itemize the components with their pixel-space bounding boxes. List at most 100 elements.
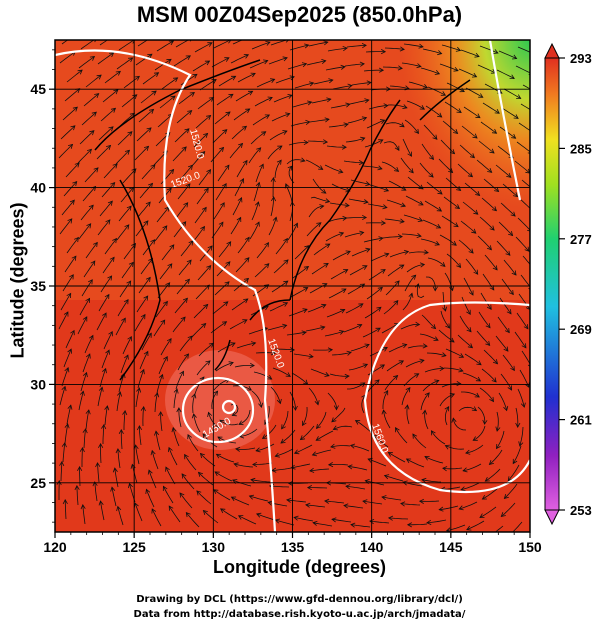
streamline-arrowhead (61, 385, 67, 392)
streamline (271, 467, 292, 471)
streamline-arrowhead (369, 519, 375, 525)
chart-title: MSM 00Z04Sep2025 (850.0hPa) (136, 2, 463, 27)
streamline (497, 316, 510, 333)
streamline-arrowhead (504, 327, 510, 334)
streamline (482, 487, 499, 500)
streamline-arrowhead (181, 473, 187, 479)
streamline (185, 512, 200, 528)
streamline-arrowhead (80, 504, 86, 510)
streamline-arrowhead (453, 66, 459, 72)
streamline-arrowhead (146, 127, 152, 133)
streamline-arrowhead (486, 304, 492, 311)
streamline (420, 392, 430, 411)
streamline-arrowhead (218, 221, 224, 227)
streamline-arrowhead (357, 324, 363, 329)
streamline-arrowhead (474, 52, 480, 58)
streamline (364, 139, 383, 148)
streamline (198, 342, 214, 357)
streamline-arrowhead (270, 350, 277, 356)
streamline (443, 367, 464, 372)
streamline (231, 298, 249, 311)
streamline-arrowhead (495, 426, 501, 432)
streamline-arrowhead (468, 248, 474, 254)
streamline (65, 162, 80, 178)
streamline-arrowhead (494, 109, 500, 114)
streamline (496, 430, 505, 449)
streamline (116, 57, 133, 70)
credit-data: Data from http://database.rish.kyoto-u.a… (133, 609, 466, 620)
streamline (289, 391, 296, 411)
streamline (445, 348, 464, 358)
streamline-arrowhead (516, 94, 522, 99)
streamline-arrowhead (117, 391, 122, 397)
streamline-arrowhead (287, 94, 293, 99)
streamline-arrowhead (359, 61, 365, 67)
streamline-arrowhead (467, 172, 474, 178)
streamline (405, 195, 424, 206)
streamline-arrowhead (511, 270, 517, 276)
streamline (175, 40, 189, 48)
streamline-arrowhead (438, 506, 444, 512)
streamline (406, 405, 410, 425)
streamline-arrowhead (245, 108, 251, 114)
streamline (195, 115, 211, 129)
streamline (382, 236, 403, 239)
streamline (389, 251, 409, 258)
streamline (330, 103, 350, 109)
streamline-arrowhead (440, 91, 447, 96)
streamline-arrowhead (151, 90, 157, 96)
streamline (370, 253, 389, 262)
streamline-arrowhead (61, 442, 67, 448)
streamline (156, 374, 163, 394)
streamline-arrowhead (237, 197, 243, 203)
streamline-arrowhead (115, 448, 121, 454)
streamline-arrowhead (276, 398, 282, 405)
streamline-arrowhead (64, 367, 70, 373)
streamline-arrowhead (282, 323, 288, 329)
streamline-arrowhead (173, 388, 179, 394)
streamline-arrowhead (323, 263, 329, 268)
streamline-arrowhead (359, 230, 365, 236)
streamline (476, 159, 492, 173)
streamline (324, 164, 343, 173)
streamline-arrowhead (289, 347, 296, 353)
streamline (350, 524, 371, 528)
streamline (515, 407, 519, 428)
streamline (363, 237, 383, 243)
colorbar-top-arrow (544, 42, 560, 59)
streamline (173, 55, 191, 67)
streamline (502, 354, 515, 371)
colorbar-bottom-arrow (544, 509, 560, 526)
streamline-arrowhead (285, 372, 291, 377)
streamline-arrowhead (180, 316, 186, 322)
streamline-arrowhead (185, 183, 191, 189)
streamline-arrowhead (89, 130, 95, 136)
streamline (387, 104, 408, 109)
streamline-arrowhead (311, 451, 318, 457)
streamline (102, 424, 105, 444)
streamline (161, 244, 175, 261)
streamline (481, 368, 497, 383)
streamline-arrowhead (314, 400, 320, 406)
streamline-arrowhead (244, 236, 250, 242)
streamline (290, 121, 310, 127)
streamline (154, 392, 158, 413)
streamline-arrowhead (85, 297, 91, 303)
streamline (325, 66, 345, 71)
streamline (485, 468, 501, 482)
streamline (233, 108, 250, 121)
streamline-arrowhead (150, 164, 156, 170)
streamline-arrowhead (226, 241, 232, 247)
streamline-arrowhead (531, 51, 536, 55)
streamline (262, 424, 277, 439)
streamline-arrowhead (217, 436, 223, 442)
streamline (193, 133, 208, 148)
streamline-arrowhead (201, 206, 207, 212)
streamline (120, 429, 123, 450)
streamline-arrowhead (347, 83, 353, 89)
streamline (346, 217, 367, 219)
streamline-arrowhead (145, 488, 151, 494)
streamline (270, 196, 275, 217)
streamline-arrowhead (92, 481, 98, 487)
streamline (212, 301, 229, 315)
